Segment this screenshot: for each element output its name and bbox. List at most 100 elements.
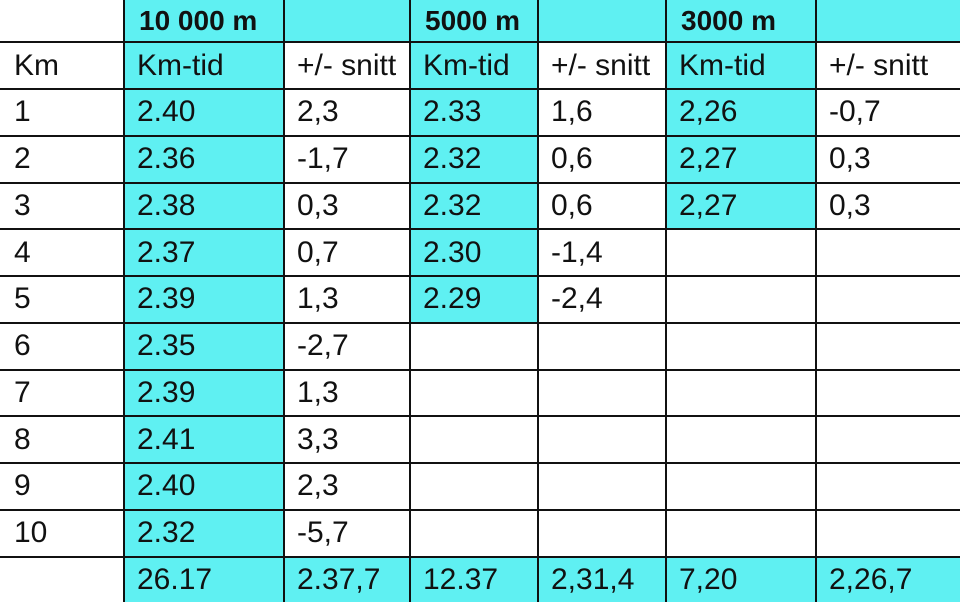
table-row-cell-5 <box>665 275 817 324</box>
table-row-cell-1: 2.35 <box>123 321 285 371</box>
table-row-cell-4: 0,6 <box>537 134 667 184</box>
totals-row-cell-6: 2,26,7 <box>815 555 960 602</box>
table-row: 2 2.36 -1,7 2.32 0,6 2,27 0,3 <box>0 134 960 184</box>
table-row-cell-2: 2,3 <box>283 88 411 137</box>
table-row-cell-6 <box>815 415 960 465</box>
table-row-cell-3 <box>409 321 539 371</box>
table-row-cell-0: 1 <box>0 88 125 137</box>
table-row: 5 2.39 1,3 2.29 -2,4 <box>0 275 960 324</box>
table-row-cell-0: 10 <box>0 508 125 558</box>
table-row-cell-0: 6 <box>0 321 125 371</box>
table-row-cell-4: 0,6 <box>537 181 667 231</box>
table-row-cell-4: -1,4 <box>537 228 667 278</box>
table-row-cell-6: -0,7 <box>815 88 960 137</box>
table-row-cell-6: 0,3 <box>815 181 960 231</box>
table-row-cell-2: 0,3 <box>283 181 411 231</box>
table-row-cell-3 <box>409 415 539 465</box>
table-row-cell-3: 2.32 <box>409 181 539 231</box>
totals-row-cell-0 <box>0 555 125 602</box>
table-row-cell-5: 2,27 <box>665 181 817 231</box>
table-row-cell-1: 2.37 <box>123 228 285 278</box>
table-row-cell-1: 2.36 <box>123 134 285 184</box>
table-row: 3 2.38 0,3 2.32 0,6 2,27 0,3 <box>0 181 960 231</box>
subheader-row: Km Km-tid +/- snitt Km-tid +/- snitt Km-tid +/… <box>0 41 960 91</box>
table-row-cell-5: 2,27 <box>665 134 817 184</box>
totals-row-cell-3: 12.37 <box>409 555 539 602</box>
table-row-cell-2: 0,7 <box>283 228 411 278</box>
table-row: 1 2.40 2,3 2.33 1,6 2,26 -0,7 <box>0 88 960 137</box>
table-row-cell-6 <box>815 321 960 371</box>
table-row: 10 2.32 -5,7 <box>0 508 960 558</box>
table-row-cell-3 <box>409 462 539 511</box>
table-row-cell-0: 5 <box>0 275 125 324</box>
table-row-cell-4 <box>537 321 667 371</box>
subheader-row-cell-2: +/- snitt <box>283 41 411 91</box>
table-row-cell-5 <box>665 368 817 418</box>
table-row-cell-3: 2.29 <box>409 275 539 324</box>
table-row-cell-5 <box>665 462 817 511</box>
totals-row-cell-2: 2.37,7 <box>283 555 411 602</box>
table-row-cell-0: 4 <box>0 228 125 278</box>
table-row-cell-6 <box>815 228 960 278</box>
table-row-cell-5 <box>665 321 817 371</box>
table-row-cell-6: 0,3 <box>815 134 960 184</box>
table-row-cell-1: 2.38 <box>123 181 285 231</box>
table-row-cell-1: 2.32 <box>123 508 285 558</box>
table-row-cell-3: 2.33 <box>409 88 539 137</box>
table-row: 6 2.35 -2,7 <box>0 321 960 371</box>
header-row-cell-1: 10 000 m <box>123 0 285 44</box>
table-row-cell-2: -1,7 <box>283 134 411 184</box>
table-row-cell-3 <box>409 508 539 558</box>
subheader-row-cell-4: +/- snitt <box>537 41 667 91</box>
table-row-cell-6 <box>815 508 960 558</box>
table-row-cell-2: -2,7 <box>283 321 411 371</box>
table-row: 8 2.41 3,3 <box>0 415 960 465</box>
table-row-cell-5 <box>665 508 817 558</box>
header-row-cell-6 <box>815 0 960 44</box>
header-row-cell-2 <box>283 0 411 44</box>
table-row-cell-3 <box>409 368 539 418</box>
table-row-cell-0: 7 <box>0 368 125 418</box>
table-row-cell-2: 1,3 <box>283 368 411 418</box>
table-row: 4 2.37 0,7 2.30 -1,4 <box>0 228 960 278</box>
table-row-cell-5: 2,26 <box>665 88 817 137</box>
table-row-cell-5 <box>665 415 817 465</box>
header-row-cell-0 <box>0 0 125 44</box>
table-row-cell-2: 3,3 <box>283 415 411 465</box>
table-row-cell-1: 2.39 <box>123 275 285 324</box>
header-row-cell-3: 5000 m <box>409 0 539 44</box>
table-row-cell-1: 2.41 <box>123 415 285 465</box>
table-row-cell-0: 3 <box>0 181 125 231</box>
totals-row: 26.17 2.37,7 12.37 2,31,4 7,20 2,26,7 <box>0 555 960 602</box>
subheader-row-cell-6: +/- snitt <box>815 41 960 91</box>
header-row-cell-5: 3000 m <box>665 0 817 44</box>
table-row-cell-0: 9 <box>0 462 125 511</box>
table-row-cell-4: -2,4 <box>537 275 667 324</box>
table-row-cell-3: 2.32 <box>409 134 539 184</box>
table-row-cell-0: 2 <box>0 134 125 184</box>
table-row-cell-4: 1,6 <box>537 88 667 137</box>
table-row-cell-0: 8 <box>0 415 125 465</box>
table-row-cell-2: 1,3 <box>283 275 411 324</box>
table-row-cell-6 <box>815 275 960 324</box>
table-row: 9 2.40 2,3 <box>0 462 960 511</box>
table-row-cell-4 <box>537 368 667 418</box>
table-row-cell-4 <box>537 415 667 465</box>
header-row: 10 000 m 5000 m 3000 m <box>0 0 960 44</box>
table-row-cell-3: 2.30 <box>409 228 539 278</box>
table-row-cell-4 <box>537 462 667 511</box>
table-row-cell-2: -5,7 <box>283 508 411 558</box>
table-row-cell-1: 2.40 <box>123 88 285 137</box>
subheader-row-cell-1: Km-tid <box>123 41 285 91</box>
table-row-cell-1: 2.39 <box>123 368 285 418</box>
totals-row-cell-1: 26.17 <box>123 555 285 602</box>
table-row-cell-1: 2.40 <box>123 462 285 511</box>
table-row-cell-6 <box>815 368 960 418</box>
table-row-cell-4 <box>537 508 667 558</box>
subheader-row-cell-0: Km <box>0 41 125 91</box>
table-row-cell-5 <box>665 228 817 278</box>
totals-row-cell-4: 2,31,4 <box>537 555 667 602</box>
subheader-row-cell-3: Km-tid <box>409 41 539 91</box>
subheader-row-cell-5: Km-tid <box>665 41 817 91</box>
